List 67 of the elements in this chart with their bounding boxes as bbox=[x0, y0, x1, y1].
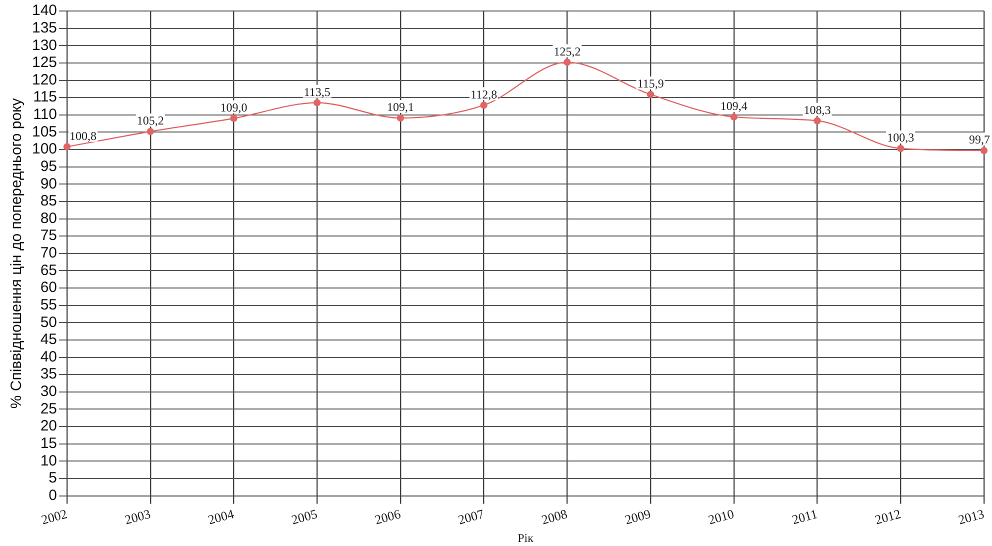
point bbox=[230, 114, 238, 122]
y-axis-title: % Співвідношення цін до попереднього року bbox=[8, 98, 26, 409]
data-label: 105,2 bbox=[136, 114, 164, 128]
point bbox=[314, 99, 321, 106]
y-tick-label: 5 bbox=[48, 470, 58, 487]
x-tick-label: 2010 bbox=[706, 506, 736, 528]
y-tick-label: 50 bbox=[40, 314, 58, 331]
y-tick-label: 10 bbox=[40, 452, 58, 470]
y-tick-label: 30 bbox=[40, 383, 58, 400]
y-tick-label: 0 bbox=[48, 486, 58, 504]
y-tick-label: 15 bbox=[40, 435, 58, 452]
y-tick-label: 85 bbox=[40, 192, 58, 210]
y-tick-label: 90 bbox=[40, 175, 58, 192]
data-label: 115,9 bbox=[637, 76, 664, 91]
y-tick-label: 80 bbox=[40, 210, 58, 227]
y-tick-label: 45 bbox=[40, 331, 58, 348]
x-tick-label: 2002 bbox=[40, 506, 69, 528]
y-tick-label: 55 bbox=[40, 296, 58, 314]
y-tick-label: 35 bbox=[40, 366, 58, 383]
point bbox=[980, 146, 988, 154]
data-label: 113,5 bbox=[304, 84, 330, 99]
y-tick-label: 135 bbox=[32, 19, 58, 36]
x-tick-label: 2009 bbox=[623, 506, 652, 528]
data-label: 109,0 bbox=[220, 100, 248, 115]
x-tick-label: 2007 bbox=[456, 506, 486, 528]
y-tick-label: 110 bbox=[33, 106, 58, 124]
x-tick-label: 2005 bbox=[290, 506, 319, 528]
data-label: 109,1 bbox=[386, 100, 414, 114]
y-tick-label: 70 bbox=[40, 244, 58, 262]
point bbox=[396, 114, 404, 122]
data-label: 100,3 bbox=[887, 130, 914, 145]
y-tick-label: 20 bbox=[40, 418, 58, 435]
y-tick-label: 75 bbox=[40, 227, 58, 244]
x-tick-label: 2008 bbox=[540, 506, 569, 528]
point bbox=[814, 117, 821, 124]
data-label: 125,2 bbox=[554, 44, 581, 58]
y-tick-label: 130 bbox=[32, 36, 58, 54]
y-tick-label: 120 bbox=[32, 71, 58, 88]
x-axis-title: Рік bbox=[518, 530, 534, 545]
y-tick-label: 95 bbox=[40, 158, 58, 175]
y-tick-label: 140 bbox=[32, 2, 58, 20]
point bbox=[146, 128, 154, 136]
x-tick-label: 2003 bbox=[123, 506, 152, 528]
data-label: 100,8 bbox=[70, 128, 97, 143]
y-tick-label: 25 bbox=[40, 400, 58, 418]
point bbox=[63, 143, 71, 150]
x-tick-label: 2011 bbox=[790, 506, 819, 528]
y-tick-label: 105 bbox=[32, 123, 58, 140]
point bbox=[730, 113, 738, 121]
y-tick-label: 115 bbox=[33, 88, 58, 106]
x-tick-label: 2013 bbox=[956, 506, 986, 528]
y-tick-label: 65 bbox=[40, 262, 58, 279]
x-tick-label: 2006 bbox=[373, 506, 403, 528]
point bbox=[646, 90, 654, 98]
y-tick-label: 40 bbox=[40, 348, 58, 366]
data-label: 109,4 bbox=[720, 99, 748, 114]
x-tick-label: 2004 bbox=[206, 506, 236, 528]
point bbox=[564, 58, 571, 66]
y-tick-label: 100 bbox=[32, 140, 58, 158]
data-label: 112,8 bbox=[470, 87, 498, 102]
data-label: 99,7 bbox=[969, 132, 990, 147]
point bbox=[897, 144, 904, 152]
point bbox=[480, 102, 488, 109]
y-tick-label: 60 bbox=[40, 279, 58, 296]
data-label: 108,3 bbox=[804, 102, 831, 117]
x-tick-label: 2012 bbox=[873, 506, 902, 528]
y-tick-label: 125 bbox=[32, 54, 58, 72]
